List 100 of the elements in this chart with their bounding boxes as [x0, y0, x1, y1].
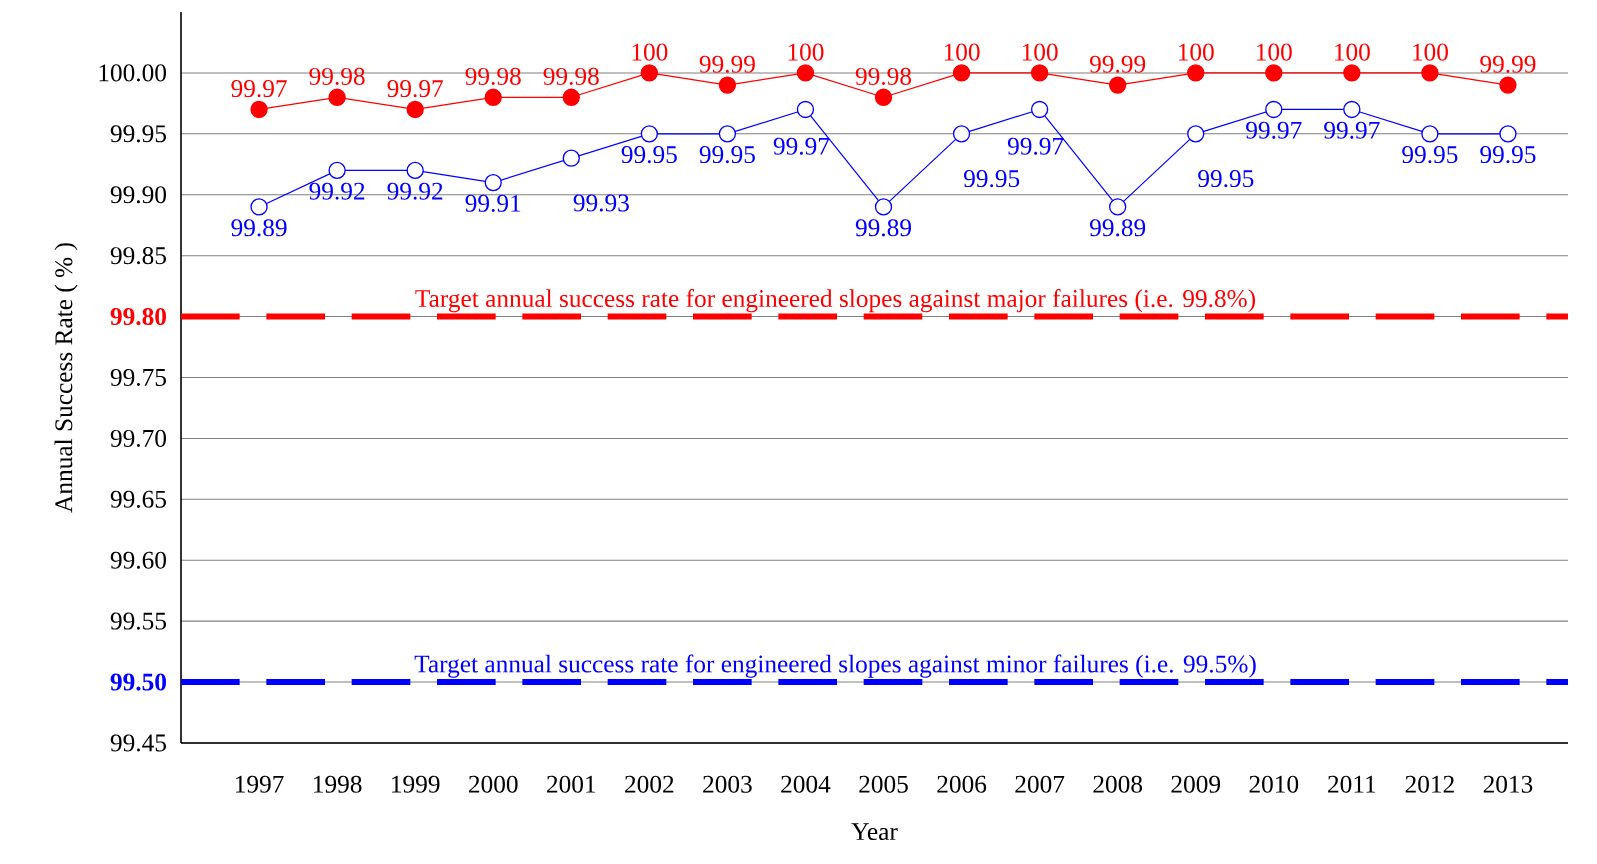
data-label: 100 — [1335, 43, 1370, 61]
data-label: 99.97 — [231, 80, 287, 98]
point — [328, 161, 346, 180]
data-label: 99.98 — [855, 67, 912, 86]
data-label: 99.97 — [387, 80, 443, 98]
point — [1187, 64, 1205, 82]
data-label: 99.98 — [465, 67, 521, 86]
point — [718, 125, 737, 143]
point — [1187, 125, 1205, 143]
point — [484, 173, 502, 192]
data-label: 99.91 — [465, 194, 521, 212]
data-label: 99.93 — [573, 194, 629, 212]
data-label: 99.95 — [1198, 170, 1254, 188]
y-tick-label: 99.75 — [110, 368, 166, 387]
data-label: 99.97 — [1324, 121, 1380, 139]
x-tick-label: 2005 — [859, 775, 908, 793]
point — [718, 76, 737, 94]
point — [1265, 64, 1283, 82]
data-label: 99.89 — [855, 219, 911, 237]
data-label: 100 — [632, 43, 668, 61]
point — [640, 64, 659, 82]
data-label: 99.98 — [543, 67, 599, 86]
y-tick-label: 99.45 — [110, 734, 166, 752]
point — [1499, 76, 1517, 94]
x-tick-label: 2002 — [625, 775, 674, 793]
x-tick-label: 2004 — [781, 775, 831, 793]
data-label: 99.99 — [699, 55, 755, 73]
data-label: 100 — [944, 43, 980, 61]
point — [250, 198, 268, 216]
point — [250, 100, 268, 119]
data-label: 99.98 — [309, 67, 365, 86]
x-axis-title: Year — [851, 823, 898, 841]
point — [1030, 64, 1049, 82]
x-tick-label: 2007 — [1015, 775, 1065, 793]
x-tick-label: 2001 — [547, 775, 596, 793]
point — [562, 149, 580, 167]
data-label: 99.95 — [963, 170, 1020, 188]
point — [406, 100, 424, 119]
point — [484, 88, 502, 106]
x-tick-label: 2010 — [1249, 775, 1299, 793]
point — [1265, 100, 1283, 119]
y-tick-label: 99.80 — [110, 307, 166, 326]
point — [874, 88, 893, 106]
y-tick-label: 99.90 — [110, 186, 166, 204]
x-tick-label: 2003 — [703, 775, 752, 793]
point — [952, 125, 971, 143]
y-tick-label: 99.60 — [110, 551, 166, 569]
data-label: 100 — [1178, 43, 1214, 61]
x-tick-label: 2000 — [469, 775, 518, 793]
x-tick-label: 1998 — [314, 775, 362, 793]
data-label: 100 — [1022, 43, 1058, 61]
y-tick-label: 99.50 — [110, 673, 166, 691]
data-label: 99.89 — [1089, 219, 1146, 237]
y-tick-label: 100.00 — [99, 64, 166, 82]
y-tick-label: 99.65 — [110, 490, 166, 508]
point — [1499, 125, 1517, 143]
point — [1343, 64, 1361, 82]
point — [1030, 100, 1049, 119]
y-tick-label: 99.95 — [110, 125, 166, 143]
y-tick-label: 99.85 — [110, 247, 166, 265]
data-label: 99.95 — [1480, 146, 1536, 164]
x-tick-label: 2013 — [1483, 775, 1533, 793]
data-label: 99.99 — [1480, 55, 1536, 73]
data-label: 99.92 — [309, 182, 365, 200]
point — [328, 88, 346, 106]
data-label: 99.97 — [1007, 137, 1064, 155]
y-tick-label: 99.70 — [110, 429, 166, 448]
data-label: 99.89 — [231, 219, 287, 237]
point — [952, 64, 971, 82]
data-label: 99.97 — [1246, 121, 1302, 139]
point — [796, 100, 815, 119]
ref-line-label: Target annual success rate for engineered slopes against major failures (i.e. 99.8%) — [415, 289, 1256, 313]
point — [1421, 64, 1439, 82]
data-label: 99.95 — [621, 146, 677, 164]
point — [874, 198, 893, 216]
data-label: 99.92 — [387, 182, 443, 200]
point — [562, 88, 580, 106]
x-tick-label: 1999 — [392, 775, 440, 793]
x-tick-label: 2009 — [1171, 775, 1221, 793]
data-label: 100 — [1413, 43, 1448, 61]
x-tick-label: 2012 — [1405, 775, 1454, 793]
x-tick-label: 1997 — [235, 775, 284, 793]
point — [406, 161, 424, 180]
data-label: 99.95 — [699, 146, 755, 164]
point — [1109, 76, 1127, 94]
data-label: 99.99 — [1089, 55, 1146, 73]
point — [640, 125, 659, 143]
y-axis-title: Annual Success Rate ( % ) — [54, 243, 78, 513]
point — [1109, 198, 1127, 216]
x-tick-label: 2006 — [937, 775, 987, 793]
x-tick-label: 2008 — [1093, 775, 1143, 793]
ref-line-label: Target annual success rate for engineered slopes against minor failures (i.e. 99.5%) — [414, 654, 1256, 678]
data-label: 100 — [788, 43, 824, 61]
point — [1421, 125, 1439, 143]
data-label: 99.97 — [773, 137, 830, 155]
y-tick-label: 99.55 — [110, 612, 166, 630]
data-label: 100 — [1257, 43, 1292, 61]
point — [1343, 100, 1361, 119]
x-tick-label: 2011 — [1328, 775, 1376, 793]
point — [796, 64, 815, 82]
